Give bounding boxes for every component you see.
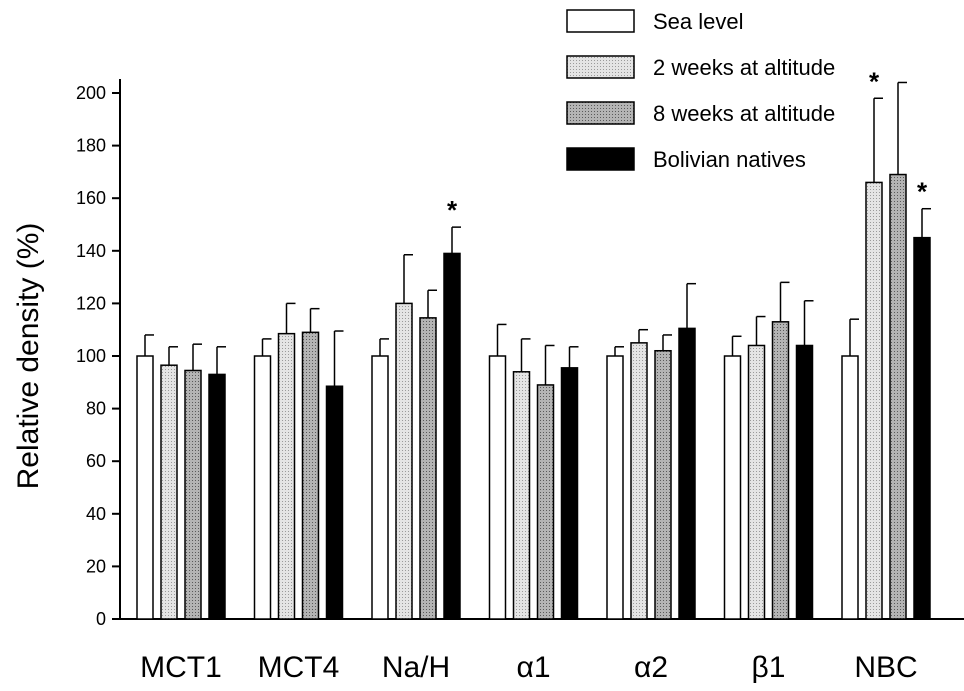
y-tick-label: 120 xyxy=(76,293,106,313)
bar-α1-bolivian-natives xyxy=(560,367,579,620)
y-tick-label: 0 xyxy=(96,609,106,629)
x-tick-label: MCT1 xyxy=(140,651,222,684)
y-tick-label: 60 xyxy=(86,451,106,471)
legend-swatch-2-weeks-at-altitude xyxy=(566,55,635,79)
bar-α1-2-weeks-at-altitude xyxy=(512,371,531,620)
legend-swatch-sea-level xyxy=(566,9,635,33)
legend: Sea level 2 weeks at altitude 8 weeks at a… xyxy=(566,9,835,172)
axes: 0 20 40 60 80 100 120 140 160 180 200 MCT1 MCT4 Na/H α… xyxy=(76,79,964,684)
bar-β1-sea-level xyxy=(723,355,742,620)
x-tick-label: β1 xyxy=(752,651,786,684)
bar-na-h-sea-level xyxy=(371,355,389,620)
bar-β1-bolivian-natives xyxy=(795,344,814,620)
y-tick-label: 100 xyxy=(76,346,106,366)
y-tick-label: 160 xyxy=(76,188,106,208)
y-tick-label: 80 xyxy=(86,399,106,419)
significance-marker: * xyxy=(447,195,458,225)
bar-mct4-bolivian-natives xyxy=(325,385,344,620)
x-tick-label: MCT4 xyxy=(258,651,340,684)
significance-marker: * xyxy=(917,177,928,207)
y-tick-label: 200 xyxy=(76,83,106,103)
bar-α2-sea-level xyxy=(606,355,624,620)
bar-na-h-8-weeks-at-altitude xyxy=(419,317,437,620)
x-tick-label: α1 xyxy=(516,651,550,684)
y-tick-label: 140 xyxy=(76,241,106,261)
legend-label: Bolivian natives xyxy=(653,147,806,172)
significance-marker: * xyxy=(869,66,880,96)
bar-β1-2-weeks-at-altitude xyxy=(747,344,766,620)
bar-mct1-sea-level xyxy=(136,355,154,620)
y-axis-label: Relative density (%) xyxy=(12,223,45,490)
bars: * * * xyxy=(136,66,931,620)
x-tick-label: Na/H xyxy=(382,651,450,684)
bar-nbc-bolivian-natives xyxy=(913,236,931,620)
bar-mct1-bolivian-natives xyxy=(208,373,226,620)
legend-label: 8 weeks at altitude xyxy=(653,101,835,126)
bar-nbc-2-weeks-at-altitude xyxy=(865,181,883,620)
bar-nbc-sea-level xyxy=(841,355,859,620)
bar-α2-bolivian-natives xyxy=(678,327,696,620)
x-tick-label: NBC xyxy=(854,651,917,684)
bar-α2-8-weeks-at-altitude xyxy=(654,349,672,620)
bar-β1-8-weeks-at-altitude xyxy=(771,321,790,620)
bar-mct1-8-weeks-at-altitude xyxy=(184,369,202,620)
bar-mct4-2-weeks-at-altitude xyxy=(277,332,296,620)
x-tick-label: α2 xyxy=(634,651,668,684)
y-tick-label: 20 xyxy=(86,556,106,576)
bar-na-h-bolivian-natives xyxy=(443,252,461,620)
bar-na-h-2-weeks-at-altitude xyxy=(395,302,413,620)
bar-mct4-8-weeks-at-altitude xyxy=(301,331,320,620)
legend-label: 2 weeks at altitude xyxy=(653,55,835,80)
legend-label: Sea level xyxy=(653,9,744,34)
bar-α1-8-weeks-at-altitude xyxy=(536,384,555,620)
legend-swatch-bolivian-natives xyxy=(566,147,635,171)
bar-α1-sea-level xyxy=(488,355,507,620)
y-tick-label: 180 xyxy=(76,136,106,156)
bar-mct4-sea-level xyxy=(253,355,272,620)
y-tick-label: 40 xyxy=(86,504,106,524)
legend-swatch-8-weeks-at-altitude xyxy=(566,101,635,125)
bar-α2-2-weeks-at-altitude xyxy=(630,342,648,620)
bar-nbc-8-weeks-at-altitude xyxy=(889,173,907,620)
bar-mct1-2-weeks-at-altitude xyxy=(160,364,178,620)
